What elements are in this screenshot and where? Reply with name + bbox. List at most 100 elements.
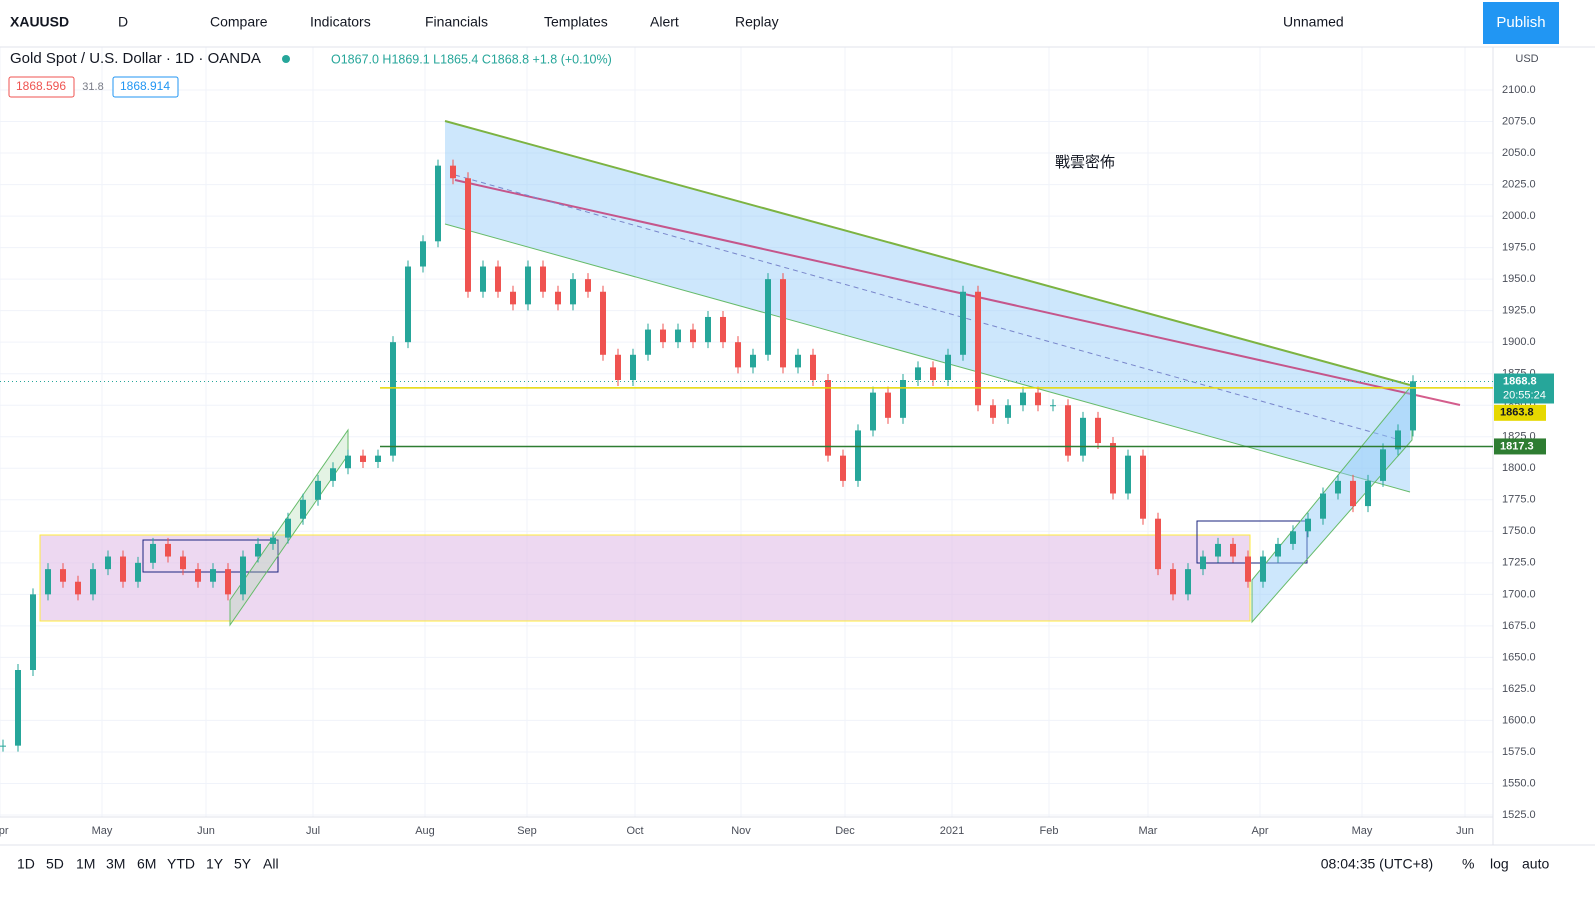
candle — [390, 342, 396, 456]
ask-box[interactable] — [112, 76, 179, 98]
candle — [705, 316, 711, 343]
x-tick-label: Mar — [1139, 825, 1158, 837]
candle — [855, 430, 861, 481]
y-tick-label: 1650.0 — [1502, 651, 1536, 663]
y-tick-label: 1800.0 — [1502, 462, 1536, 474]
candle — [645, 329, 651, 355]
candle — [1005, 405, 1011, 418]
symbol[interactable]: XAUUSD — [10, 14, 69, 30]
scale-option[interactable]: log — [1490, 856, 1509, 872]
candle — [1410, 381, 1416, 431]
candle — [480, 266, 486, 292]
range-button[interactable]: 6M — [137, 856, 156, 872]
currency: USD — [1515, 53, 1538, 65]
range-button[interactable]: 1D — [17, 856, 35, 872]
consolidation-box — [1196, 520, 1308, 564]
candle — [915, 367, 921, 380]
x-tick-label: Nov — [731, 825, 751, 837]
toolbar-button[interactable]: Compare — [210, 14, 268, 30]
candle — [330, 468, 336, 481]
y-tick-label: 1725.0 — [1502, 557, 1536, 569]
candle — [1365, 480, 1371, 507]
candle — [1080, 417, 1086, 456]
candle — [300, 499, 306, 519]
last-price-label: 1868.8 — [1503, 375, 1537, 387]
candle — [75, 581, 81, 595]
range-button[interactable]: 1M — [76, 856, 95, 872]
candle — [870, 392, 876, 431]
x-tick-label: Sep — [517, 825, 537, 837]
range-box — [39, 534, 1251, 622]
candle — [990, 405, 996, 418]
candle — [1095, 417, 1101, 444]
candle — [1335, 480, 1341, 494]
candle — [210, 569, 216, 582]
toolbar-button[interactable]: Indicators — [310, 14, 371, 30]
candle — [450, 165, 456, 179]
x-tick-label: 2021 — [940, 825, 964, 837]
candle — [675, 329, 681, 343]
y-tick-label: 1775.0 — [1502, 494, 1536, 506]
range-button[interactable]: 5D — [46, 856, 64, 872]
toolbar-button[interactable]: Financials — [425, 14, 488, 30]
interval[interactable]: D — [118, 14, 128, 30]
candle — [1395, 430, 1401, 450]
x-tick-label: Feb — [1040, 825, 1059, 837]
bid-box[interactable] — [8, 76, 75, 98]
range-button[interactable]: YTD — [167, 856, 195, 872]
candle — [690, 329, 696, 343]
candle — [930, 367, 936, 380]
candle — [105, 556, 111, 570]
range-button[interactable]: 5Y — [234, 856, 252, 872]
candle — [165, 543, 171, 557]
scale-option[interactable]: auto — [1522, 856, 1549, 872]
candle — [1290, 531, 1296, 544]
bid[interactable]: 1868.596 — [16, 79, 66, 93]
y-tick-label: 1575.0 — [1502, 746, 1536, 758]
candle — [600, 291, 606, 355]
candle — [1245, 556, 1251, 582]
toolbar-button[interactable]: Replay — [735, 14, 779, 30]
range-button[interactable]: 1Y — [206, 856, 224, 872]
y-tick-label: 2075.0 — [1502, 115, 1536, 127]
drawings — [0, 47, 1493, 817]
range-button[interactable]: 3M — [106, 856, 125, 872]
candle — [285, 518, 291, 538]
candle — [135, 562, 141, 582]
publish-button[interactable] — [1483, 2, 1559, 44]
candle — [810, 354, 816, 380]
y-tick-label: 1925.0 — [1502, 305, 1536, 317]
x-tick-label: May — [1352, 825, 1373, 837]
candle — [1260, 556, 1266, 582]
candle — [465, 178, 471, 292]
annotation: 戰雲密佈 — [1055, 154, 1115, 171]
candle — [1155, 518, 1161, 570]
candle — [615, 354, 621, 380]
price-label-box — [1494, 404, 1546, 421]
candle — [420, 241, 426, 267]
x-tick-label: Aug — [415, 825, 435, 837]
candle — [225, 569, 231, 595]
candle — [570, 279, 576, 305]
layout-name[interactable]: Unnamed — [1283, 14, 1344, 30]
candle — [1305, 518, 1311, 532]
y-tick-label: 2050.0 — [1502, 147, 1536, 159]
candle — [555, 291, 561, 305]
toolbar-button[interactable]: Alert — [650, 14, 679, 30]
candle — [630, 354, 636, 380]
spread: 31.8 — [82, 81, 103, 93]
publish-label[interactable]: Publish — [1496, 14, 1545, 31]
candle — [240, 556, 246, 595]
candle — [1215, 543, 1221, 557]
scale-option[interactable]: % — [1462, 856, 1474, 872]
range-button[interactable]: All — [263, 856, 279, 872]
candle — [780, 279, 786, 368]
status-dot — [282, 55, 290, 63]
last-price-box — [1494, 373, 1554, 404]
candle — [510, 291, 516, 305]
toolbar-button[interactable]: Templates — [544, 14, 608, 30]
y-tick-label: 1900.0 — [1502, 336, 1536, 348]
ask[interactable]: 1868.914 — [120, 79, 170, 93]
up-channel — [1251, 383, 1413, 624]
